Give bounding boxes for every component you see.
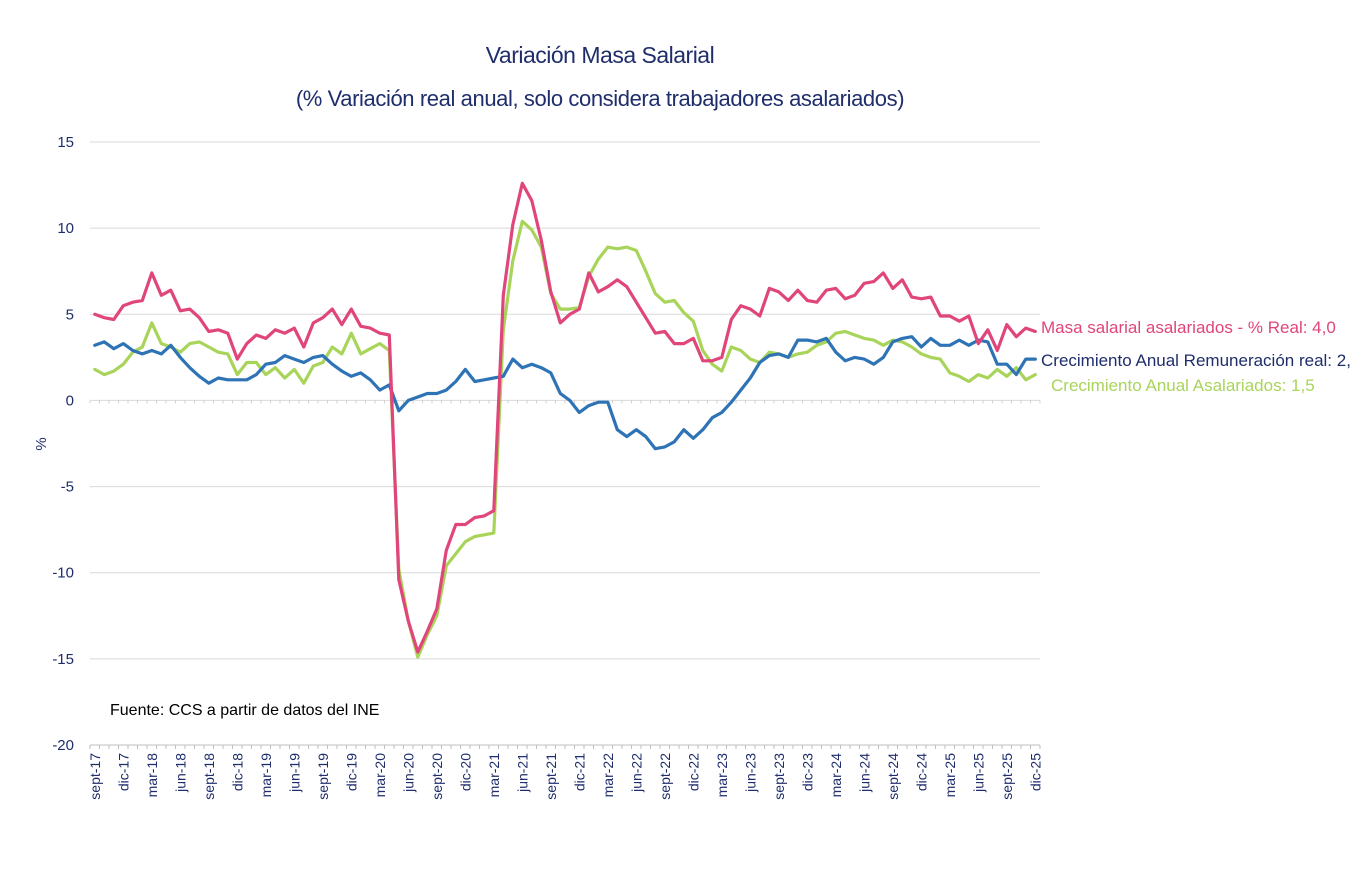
x-tick-label: dic-20 <box>457 753 473 791</box>
x-tick-label: dic-18 <box>229 753 245 791</box>
gridlines <box>90 141 1040 660</box>
series-line-0 <box>93 181 1037 654</box>
series-lines <box>93 181 1037 659</box>
x-tick-label: mar-23 <box>714 753 730 798</box>
x-tick-label: sept-22 <box>657 753 673 800</box>
x-tick-label: mar-20 <box>372 753 388 798</box>
x-tick-label: mar-21 <box>486 753 502 798</box>
x-tick-label: jun-24 <box>856 753 872 793</box>
y-tick-label: -20 <box>52 737 74 754</box>
x-tick-label: mar-18 <box>144 753 160 798</box>
series-line-2 <box>93 219 1037 659</box>
x-tick-label: sept-23 <box>771 753 787 800</box>
y-axis-label: % <box>33 437 50 450</box>
x-tick-label: sept-19 <box>315 753 331 800</box>
y-tick-label: -5 <box>61 479 74 496</box>
y-tick-label: -10 <box>52 565 74 582</box>
y-tick-label: -15 <box>52 651 74 668</box>
y-tick-label: 5 <box>66 306 74 323</box>
chart-title: Variación Masa Salarial <box>485 42 715 68</box>
series-labels: Masa salarial asalariados - % Real: 4,0 C… <box>1041 318 1350 395</box>
x-tick-label: sept-20 <box>429 753 445 800</box>
x-tick-label: jun-18 <box>172 753 188 793</box>
x-tick-label: jun-22 <box>628 753 644 793</box>
series-label-2: Crecimiento Anual Asalariados: 1,5 <box>1051 376 1315 395</box>
x-tick-label: sept-17 <box>87 753 103 800</box>
x-tick-label: mar-22 <box>600 753 616 798</box>
x-tick-label: sept-24 <box>885 753 901 800</box>
axes: 15 10 5 0 -5 -10 -15 -20 sept-17 dic-17 mar-18 jun-… <box>52 134 1043 800</box>
x-tick-label: dic-24 <box>913 753 929 791</box>
x-tick-label: jun-20 <box>400 753 416 793</box>
series-label-1: Crecimiento Anual Remuneración real: 2,4 <box>1041 351 1350 370</box>
x-tick-label: sept-25 <box>999 753 1015 800</box>
x-tick-label: jun-21 <box>514 753 530 793</box>
x-tick-label: jun-25 <box>970 753 986 793</box>
y-tick-label: 15 <box>57 134 74 151</box>
x-tick-label: mar-19 <box>258 753 274 798</box>
x-tick-label: jun-23 <box>742 753 758 793</box>
x-tick-label: dic-25 <box>1027 753 1043 791</box>
x-tick-label: dic-21 <box>571 753 587 791</box>
y-tick-label: 0 <box>66 392 74 409</box>
x-tick-label: dic-22 <box>685 753 701 791</box>
y-tick-label: 10 <box>57 220 74 237</box>
series-line-1 <box>93 335 1037 451</box>
x-tick-label: dic-19 <box>343 753 359 791</box>
x-tick-label: sept-18 <box>201 753 217 800</box>
x-tick-label: sept-21 <box>543 753 559 800</box>
chart-subtitle: (% Variación real anual, solo considera … <box>295 86 905 111</box>
x-tick-label: mar-25 <box>942 753 958 798</box>
x-tick-label: dic-17 <box>115 753 131 791</box>
x-tick-label: jun-19 <box>286 753 302 793</box>
series-label-0: Masa salarial asalariados - % Real: 4,0 <box>1041 318 1336 337</box>
source-note: Fuente: CCS a partir de datos del INE <box>110 702 379 719</box>
x-tick-label: mar-24 <box>828 753 844 798</box>
x-tick-label: dic-23 <box>799 753 815 791</box>
